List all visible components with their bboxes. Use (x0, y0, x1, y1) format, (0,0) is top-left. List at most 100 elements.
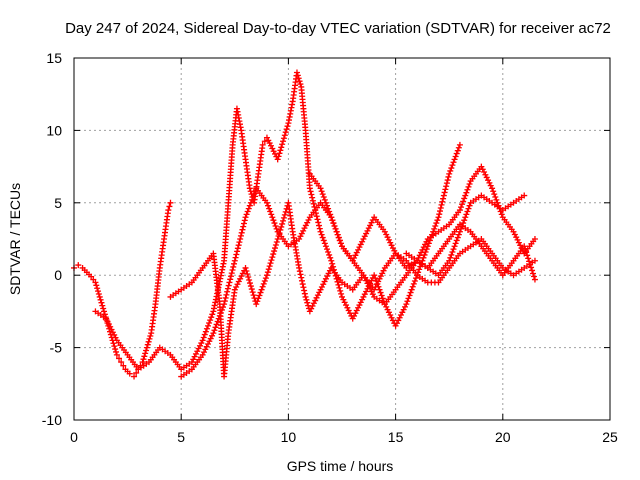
data-point (510, 228, 517, 235)
data-point-interp (221, 298, 228, 305)
y-tick-label: 0 (54, 267, 62, 283)
data-point (456, 228, 463, 235)
data-point-interp (420, 244, 427, 251)
data-point (199, 337, 206, 344)
data-point-interp (232, 254, 239, 261)
data-point-interp (214, 318, 221, 325)
data-point-interp (213, 321, 220, 328)
data-point (296, 236, 303, 242)
data-point-interp (300, 227, 307, 234)
data-point (306, 308, 313, 315)
data-point-interp (267, 260, 274, 267)
data-point-interp (434, 217, 441, 224)
data-point-interp (356, 302, 363, 309)
y-tick-label: -5 (50, 340, 63, 356)
data-point-interp (400, 306, 407, 313)
data-point-interp (422, 241, 429, 248)
data-point-interp (325, 205, 332, 212)
data-point (317, 286, 324, 293)
data-point-interp (529, 267, 536, 274)
data-point-interp (142, 350, 149, 357)
data-point-interp (272, 222, 279, 229)
data-point-interp (269, 145, 276, 152)
data-point-interp (120, 362, 127, 369)
data-point-interp (356, 244, 363, 251)
series-trace-2 (92, 69, 463, 373)
data-point-interp (321, 196, 328, 203)
data-point-interp (248, 196, 255, 203)
data-point-interp (387, 239, 394, 246)
data-point-interp (329, 217, 336, 224)
data-point-interp (203, 343, 210, 350)
data-point-interp (318, 188, 325, 195)
data-point-interp (281, 211, 288, 218)
data-point-interp (385, 309, 392, 316)
data-point-interp (239, 226, 246, 233)
series-trace-6 (403, 221, 538, 283)
series-trace-5 (306, 163, 538, 271)
data-point-interp (351, 312, 358, 319)
data-point-interp (445, 173, 452, 180)
data-point-interp (485, 177, 492, 184)
data-point (139, 359, 146, 366)
data-point-interp (375, 278, 382, 285)
data-point-interp (380, 267, 387, 274)
data-point-interp (310, 300, 317, 307)
data-point-interp (320, 237, 327, 244)
data-point-interp (453, 150, 460, 157)
data-point-interp (335, 281, 342, 288)
plot-frame (73, 57, 611, 421)
data-point (521, 192, 528, 199)
x-axis-label: GPS time / hours (287, 458, 394, 474)
data-point-interp (314, 292, 321, 299)
data-point-interp (363, 288, 370, 295)
data-point (328, 257, 335, 264)
data-point-interp (399, 309, 406, 316)
data-point-interp (240, 220, 247, 227)
data-point-interp (93, 282, 100, 289)
data-point-interp (264, 269, 271, 276)
data-point (274, 156, 281, 163)
data-point-interp (338, 290, 345, 297)
data-point-interp (376, 286, 383, 293)
data-point-interp (147, 333, 154, 340)
data-point-interp (268, 257, 275, 264)
data-point (339, 293, 345, 300)
data-points (71, 69, 538, 380)
data-point-interp (296, 78, 303, 85)
data-point-interp (361, 291, 368, 298)
data-point-interp (318, 231, 325, 238)
data-point-interp (207, 317, 214, 324)
data-point-interp (487, 182, 494, 189)
data-point-interp (438, 201, 445, 208)
data-point-interp (192, 350, 199, 357)
data-point-interp (208, 314, 215, 321)
data-point-interp (211, 327, 218, 334)
data-point-interp (405, 295, 412, 302)
data-point-interp (420, 254, 427, 261)
data-point (210, 330, 217, 337)
data-point-interp (384, 306, 391, 313)
data-point-interp (385, 236, 392, 243)
data-point (296, 264, 303, 271)
data-point-interp (308, 191, 315, 198)
data-point-interp (113, 348, 120, 355)
data-point-interp (359, 238, 366, 245)
data-point (371, 272, 378, 279)
data-point-interp (273, 225, 280, 232)
data-point-interp (280, 217, 287, 224)
data-point-interp (333, 228, 340, 235)
data-point-interp (357, 241, 364, 248)
data-point-interp (461, 217, 468, 224)
data-point-interp (373, 281, 380, 288)
data-point (446, 170, 453, 177)
data-point-interp (368, 219, 375, 226)
data-point (246, 185, 253, 192)
data-point-interp (100, 305, 107, 312)
data-point-interp (298, 274, 305, 281)
data-point-interp (207, 335, 214, 342)
data-point (531, 276, 538, 283)
data-point-interp (301, 287, 308, 294)
data-point-interp (266, 263, 273, 270)
data-point (456, 141, 463, 148)
